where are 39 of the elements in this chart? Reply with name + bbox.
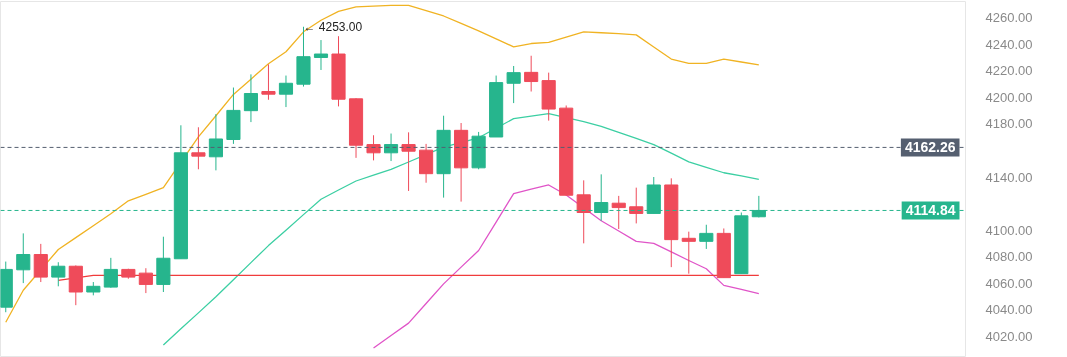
line-series: [372, 184, 760, 349]
candlestick: [629, 187, 644, 224]
y-tick-label: 4140.00: [985, 169, 1033, 185]
ref-line-label: 4162.26: [904, 139, 956, 156]
y-tick-label: 4020.00: [985, 329, 1033, 345]
y-tick-label: 4240.00: [985, 36, 1033, 52]
candlestick: [191, 126, 206, 170]
candlestick: [278, 75, 294, 108]
candlestick: [51, 261, 66, 287]
candlestick: [208, 113, 223, 171]
candlestick: [506, 65, 521, 104]
candlestick: [33, 243, 48, 283]
y-tick-label: 4200.00: [985, 89, 1033, 105]
candlestick: [243, 73, 259, 123]
candlestick: [383, 133, 399, 162]
y-tick-label: 4080.00: [985, 249, 1033, 265]
y-tick-label: 4100.00: [985, 222, 1033, 238]
candlestick: [681, 231, 696, 275]
candlestick: [699, 224, 714, 250]
candlestick: [419, 143, 434, 184]
y-tick-label: 4060.00: [985, 275, 1033, 291]
candlestick: [103, 257, 118, 289]
candlestick: [611, 195, 626, 230]
candlestick: [401, 131, 416, 192]
y-tick-label: 4220.00: [985, 63, 1033, 79]
candlestick: [138, 267, 153, 294]
y-tick-label: 4040.00: [985, 302, 1033, 318]
line-series: [162, 113, 760, 346]
candlestick: [16, 232, 31, 284]
line-series: [5, 4, 760, 323]
y-tick-label: 4180.00: [985, 116, 1033, 132]
candlestick: [366, 134, 381, 161]
candlestick: [576, 179, 591, 244]
y-tick-label: 4260.00: [985, 9, 1033, 25]
candlestick: [524, 55, 539, 93]
annotation: ← 4253.00: [303, 19, 363, 34]
ref-line-label: 4114.84: [905, 202, 956, 219]
candlestick: [261, 63, 276, 101]
candlestick: [313, 39, 329, 71]
